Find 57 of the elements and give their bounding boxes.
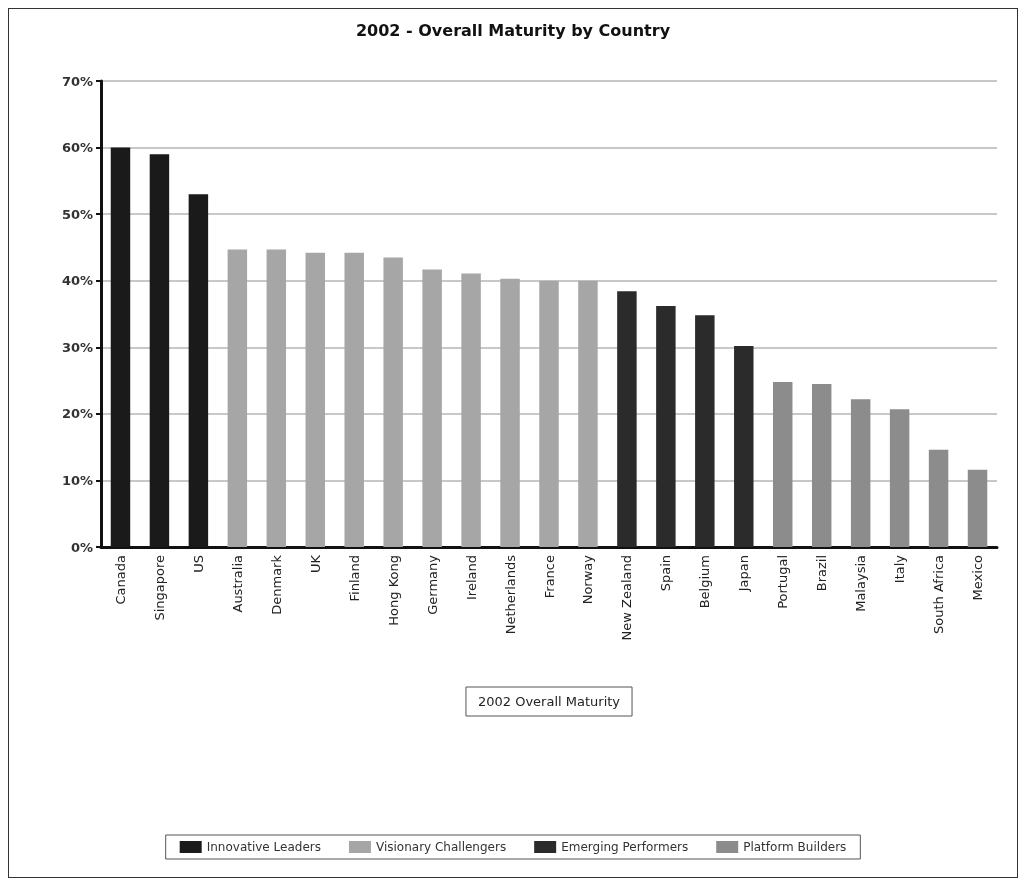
bar <box>695 315 715 547</box>
x-tick-label: Singapore <box>151 555 167 621</box>
bar <box>500 278 520 547</box>
bar <box>266 249 287 547</box>
legend-label: Innovative Leaders <box>206 840 321 854</box>
bar <box>422 269 442 547</box>
x-tick-label: Japan <box>736 555 752 593</box>
bar <box>461 273 481 547</box>
x-tick-label: Finland <box>346 555 362 602</box>
bar <box>656 306 676 547</box>
bar <box>734 345 754 547</box>
bar <box>227 249 248 547</box>
legend-label: Visionary Challengers <box>375 840 507 854</box>
y-tick-label: 60% <box>61 140 93 156</box>
bar <box>889 409 910 547</box>
x-tick-label: Italy <box>892 554 908 584</box>
x-tick-label: Mexico <box>970 554 986 601</box>
x-tick-label: UK <box>307 554 323 574</box>
y-tick-label: 10% <box>61 472 93 488</box>
y-tick-label: 50% <box>61 206 93 222</box>
y-tick-label: 30% <box>61 339 93 355</box>
y-tick-label: 70% <box>61 73 93 89</box>
bar <box>617 291 637 547</box>
x-tick-label: Belgium <box>697 555 713 609</box>
x-tick-label: Portugal <box>775 555 791 609</box>
x-tick-label: New Zealand <box>619 555 635 641</box>
chart-title: 2002 - Overall Maturity by Country <box>355 20 671 40</box>
x-tick-label: US <box>190 555 206 573</box>
x-tick-label: Netherlands <box>502 554 518 635</box>
bar <box>383 257 403 547</box>
y-tick-label: 0% <box>70 539 93 555</box>
legend-label: Emerging Performers <box>561 840 689 854</box>
x-tick-label: Spain <box>658 555 674 592</box>
legend-label: Platform Builders <box>743 840 847 854</box>
y-tick-label: 40% <box>61 273 93 289</box>
bar <box>811 383 832 547</box>
x-tick-label: Germany <box>424 554 440 615</box>
x-axis-title: 2002 Overall Maturity <box>477 694 621 709</box>
x-tick-label: South Africa <box>931 555 947 634</box>
x-tick-label: Malaysia <box>853 555 869 612</box>
bar <box>539 280 559 547</box>
bar <box>928 449 949 547</box>
x-tick-label: Hong Kong <box>385 555 401 626</box>
bar <box>305 252 325 547</box>
x-tick-label: Denmark <box>268 554 284 615</box>
bar <box>578 280 598 547</box>
y-tick-label: 20% <box>61 406 93 422</box>
x-tick-label: Ireland <box>463 555 479 600</box>
x-tick-label: France <box>541 555 557 599</box>
x-tick-label: Norway <box>580 554 596 605</box>
bar <box>773 381 793 547</box>
bar <box>850 399 871 547</box>
x-tick-label: Australia <box>229 555 245 613</box>
bar <box>967 469 988 547</box>
bar <box>344 252 364 547</box>
x-tick-label: Brazil <box>814 555 830 592</box>
x-tick-label: Canada <box>112 555 128 605</box>
